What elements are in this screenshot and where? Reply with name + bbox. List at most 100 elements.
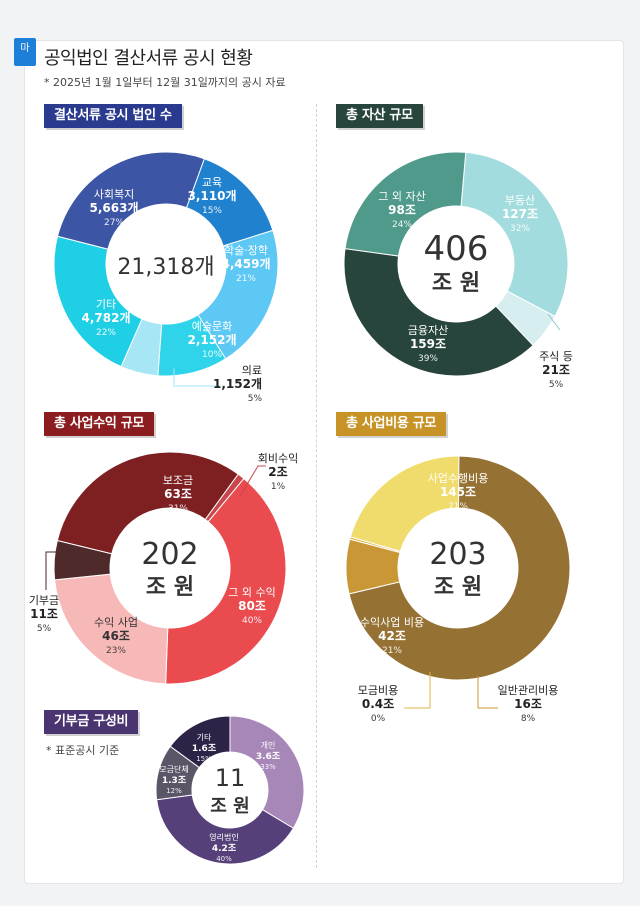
- slice-value-corp_count-2: 2,152개: [188, 333, 237, 347]
- donation-note: * 표준공시 기준: [46, 744, 120, 757]
- section-tag-expense: 총 사업비용 규모: [336, 412, 447, 436]
- slice-name-corp_count-2: 예술문화: [192, 320, 232, 333]
- slice-name-corp_count-1: 학술·장학: [224, 244, 268, 257]
- slice-value-donation-2: 1.3조: [162, 775, 187, 786]
- slice-pct-corp_count-4: 22%: [96, 328, 116, 338]
- slice-value-revenue-3: 11조: [30, 607, 58, 621]
- slice-value-expense-3: 42조: [378, 629, 406, 643]
- center-value-expense: 203: [429, 537, 486, 572]
- slice-pct-total_assets-0: 32%: [510, 224, 530, 234]
- slice-value-revenue-4: 63조: [164, 487, 192, 501]
- slice-name-donation-0: 개인: [261, 740, 276, 750]
- slice-name-donation-3: 기타: [197, 733, 212, 742]
- slice-pct-donation-2: 12%: [166, 787, 182, 795]
- center-value-donation: 11: [215, 764, 246, 792]
- slice-name-total_assets-2: 금융자산: [408, 324, 448, 337]
- slice-value-corp_count-1: 4,459개: [222, 257, 271, 271]
- leader-line-expense-1: [477, 676, 498, 709]
- donut-hole-donation: [192, 752, 268, 828]
- center-unit-expense: 조 원: [434, 575, 482, 600]
- slice-value-revenue-1: 80조: [238, 599, 266, 613]
- slice-name-revenue-0: 회비수익: [258, 452, 298, 465]
- slice-value-corp_count-4: 4,782개: [82, 311, 131, 325]
- slice-value-revenue-2: 46조: [102, 629, 130, 643]
- leader-line-total_assets-1: [547, 313, 561, 331]
- slice-name-donation-2: 모금단체: [159, 764, 188, 774]
- section-tag-donation: 기부금 구성비: [44, 710, 139, 734]
- center-value-corp_count: 21,318개: [117, 255, 214, 280]
- slice-value-corp_count-5: 5,663개: [90, 201, 139, 215]
- slice-value-corp_count-3: 1,152개: [213, 377, 262, 391]
- slice-value-expense-0: 145조: [440, 485, 476, 499]
- slice-name-total_assets-0: 부동산: [505, 194, 535, 207]
- slice-pct-corp_count-1: 21%: [236, 274, 256, 284]
- slice-name-revenue-1: 그 외 수익: [228, 586, 275, 599]
- slice-name-revenue-4: 보조금: [163, 474, 193, 487]
- slice-value-expense-2: 0.4조: [362, 697, 394, 711]
- slice-value-donation-0: 3.6조: [256, 751, 281, 762]
- slice-name-donation-1: 영리법인: [209, 832, 238, 842]
- slice-name-expense-0: 사업수행비용: [428, 472, 489, 485]
- slice-value-total_assets-1: 21조: [542, 363, 570, 377]
- slice-pct-corp_count-2: 10%: [202, 350, 222, 360]
- slice-pct-revenue-2: 23%: [106, 646, 126, 656]
- leader-line-expense-2: [404, 672, 431, 709]
- slice-pct-corp_count-0: 15%: [202, 206, 222, 216]
- slice-pct-corp_count-5: 27%: [104, 218, 124, 228]
- slice-value-total_assets-2: 159조: [410, 337, 446, 351]
- slice-value-total_assets-0: 127조: [502, 207, 538, 221]
- slice-name-corp_count-0: 교육: [202, 176, 222, 189]
- leader-line-revenue-0: [239, 465, 266, 497]
- slice-pct-total_assets-2: 39%: [418, 354, 438, 364]
- slice-name-corp_count-3: 의료: [242, 364, 262, 377]
- slice-pct-revenue-3: 5%: [37, 624, 52, 634]
- slice-pct-expense-0: 71%: [448, 502, 468, 512]
- slice-name-total_assets-1: 주식 등: [539, 350, 573, 363]
- slice-value-total_assets-3: 98조: [388, 203, 416, 217]
- center-unit-donation: 조 원: [210, 796, 249, 817]
- slice-name-corp_count-4: 기타: [96, 298, 116, 311]
- section-tag-corp-count: 결산서류 공시 법인 수: [44, 104, 182, 128]
- center-value-revenue: 202: [141, 537, 198, 572]
- slice-pct-revenue-1: 40%: [242, 616, 262, 626]
- center-unit-revenue: 조 원: [146, 575, 194, 600]
- slice-value-donation-3: 1.6조: [192, 743, 217, 754]
- center-unit-total_assets: 조 원: [432, 271, 480, 296]
- slice-name-total_assets-3: 그 외 자산: [378, 190, 425, 203]
- slice-pct-revenue-0: 1%: [271, 482, 286, 492]
- slice-pct-donation-3: 15%: [196, 755, 212, 763]
- slice-value-corp_count-0: 3,110개: [188, 189, 237, 203]
- slice-name-expense-1: 일반관리비용: [498, 683, 559, 697]
- slice-pct-total_assets-1: 5%: [549, 380, 564, 390]
- slice-pct-donation-1: 40%: [216, 855, 232, 863]
- slice-pct-corp_count-3: 5%: [248, 394, 263, 404]
- slice-value-expense-1: 16조: [514, 697, 542, 711]
- donut-hole-expense: [398, 508, 518, 628]
- slice-name-expense-2: 모금비용: [358, 684, 398, 697]
- section-badge: 마: [14, 38, 36, 66]
- slice-pct-total_assets-3: 24%: [392, 220, 412, 230]
- donut-corp_count: 21,318개 교육3,110개 15% 학술·장학4,459개 21% 예술문화2,15…: [53, 151, 279, 404]
- donut-hole-total_assets: [398, 206, 514, 322]
- section-tag-total-assets: 총 자산 규모: [336, 104, 423, 128]
- slice-name-revenue-3: 기부금: [29, 594, 59, 607]
- center-value-total_assets: 406: [424, 229, 489, 269]
- slice-pct-revenue-4: 31%: [168, 504, 188, 514]
- slice-name-expense-3: 수익사업 비용: [360, 616, 424, 629]
- slice-pct-expense-1: 8%: [521, 714, 536, 724]
- donut-hole-revenue: [110, 508, 230, 628]
- section-tag-revenue: 총 사업수익 규모: [44, 412, 155, 436]
- slice-name-revenue-2: 수익 사업: [94, 616, 138, 629]
- slice-name-corp_count-5: 사회복지: [94, 188, 134, 201]
- column-divider: [316, 104, 317, 868]
- slice-value-donation-1: 4.2조: [212, 843, 237, 854]
- slice-value-revenue-0: 2조: [268, 465, 287, 479]
- slice-expense-3: [349, 455, 460, 552]
- page-note: * 2025년 1월 1일부터 12월 31일까지의 공시 자료: [44, 76, 286, 89]
- leader-line-corp_count-3: [173, 368, 220, 387]
